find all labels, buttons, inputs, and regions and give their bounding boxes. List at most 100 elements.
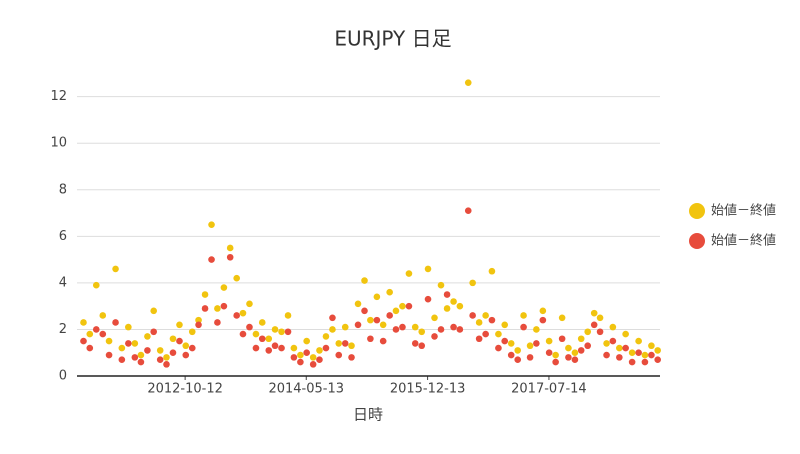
point: [577, 335, 585, 343]
point: [182, 342, 190, 350]
point: [552, 351, 559, 359]
point: [348, 354, 355, 361]
point: [456, 302, 464, 310]
point: [309, 361, 317, 368]
point: [86, 344, 94, 352]
point: [596, 328, 604, 336]
point: [188, 328, 196, 336]
point: [278, 344, 285, 352]
legend-label: 始値－終値: [711, 203, 776, 219]
y-tick-label: 8: [59, 182, 67, 197]
x-tick-label: 2015-12-13: [390, 382, 466, 397]
point: [514, 356, 522, 364]
point: [265, 335, 273, 343]
point: [226, 253, 234, 261]
point: [335, 340, 343, 347]
point: [99, 312, 107, 319]
point: [220, 302, 228, 310]
point: [501, 321, 509, 329]
point: [373, 316, 381, 324]
point: [405, 302, 413, 310]
point: [341, 340, 349, 347]
point: [258, 335, 266, 343]
point: [246, 300, 253, 308]
point: [80, 319, 87, 326]
point: [514, 347, 522, 354]
point: [648, 351, 655, 359]
point: [80, 337, 87, 345]
point: [405, 270, 413, 277]
point: [495, 344, 502, 352]
x-tick-label: 2012-10-12: [147, 382, 223, 397]
y-tick-label: 10: [50, 136, 67, 151]
point: [105, 337, 113, 345]
point: [226, 244, 234, 252]
point: [654, 356, 661, 364]
point: [616, 354, 623, 361]
point: [233, 312, 240, 319]
point: [443, 305, 451, 312]
point: [195, 316, 202, 324]
point: [329, 314, 336, 322]
point: [86, 330, 94, 338]
point: [584, 328, 592, 336]
x-tick-label: 2014-05-13: [268, 382, 344, 397]
point: [596, 314, 604, 322]
point: [303, 349, 310, 357]
point: [616, 344, 623, 352]
point: [239, 309, 247, 317]
point: [399, 323, 406, 331]
point: [252, 330, 260, 338]
point: [526, 354, 534, 361]
point: [208, 221, 215, 228]
point: [622, 344, 629, 352]
point: [271, 342, 279, 350]
point: [309, 354, 317, 361]
y-tick-label: 0: [59, 369, 67, 384]
point: [163, 361, 170, 368]
point: [354, 321, 362, 329]
legend-marker: [689, 203, 705, 219]
point: [233, 274, 240, 282]
point: [482, 312, 489, 319]
point: [252, 344, 260, 352]
point: [208, 256, 215, 263]
point: [431, 314, 438, 322]
point: [603, 340, 610, 347]
point: [201, 305, 209, 312]
point: [322, 333, 330, 340]
point: [278, 328, 285, 336]
point: [539, 316, 547, 324]
point: [379, 321, 387, 329]
x-axis-label: 日時: [353, 406, 383, 424]
point: [176, 337, 183, 345]
point: [424, 295, 432, 303]
point: [144, 347, 151, 354]
point: [584, 342, 592, 350]
point: [520, 323, 527, 331]
point: [118, 356, 126, 364]
point: [131, 354, 139, 361]
point: [195, 321, 202, 329]
point: [367, 335, 374, 343]
point: [271, 326, 279, 333]
point: [169, 349, 177, 357]
point: [622, 330, 629, 338]
point: [386, 312, 393, 319]
point: [507, 340, 515, 347]
point: [488, 316, 496, 324]
point: [316, 356, 323, 364]
point: [411, 340, 419, 347]
point: [163, 354, 170, 361]
point: [290, 344, 298, 352]
point: [392, 307, 400, 315]
y-tick-label: 6: [59, 229, 67, 244]
point: [571, 356, 579, 364]
chart-title: EURJPY 日足: [334, 27, 451, 51]
point: [418, 328, 426, 336]
point: [545, 349, 553, 357]
y-tick-label: 2: [59, 322, 67, 337]
point: [92, 281, 100, 289]
point: [545, 337, 553, 345]
